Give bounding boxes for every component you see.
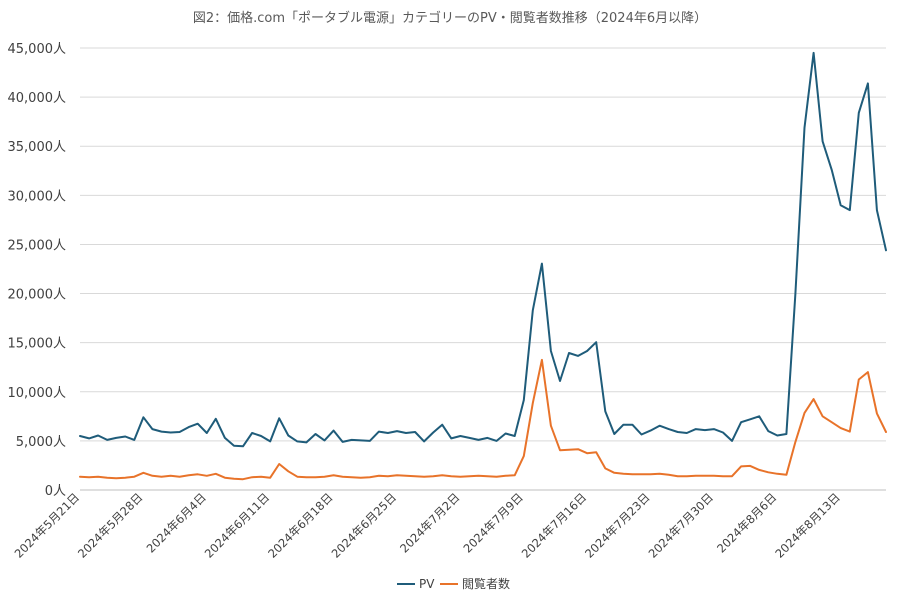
gridlines [80,47,886,491]
x-axis-ticks: 2024年5月21日2024年5月28日2024年6月4日2024年6月11日2… [12,490,843,561]
legend-label: PV [419,577,435,591]
x-tick-label: 2024年6月4日 [144,490,209,555]
y-tick-label: 30,000人 [8,189,67,204]
x-tick-label: 2024年7月16日 [519,490,590,561]
y-tick-label: 25,000人 [8,238,67,253]
y-tick-label: 10,000人 [8,386,67,401]
chart-title: 図2：価格.com「ポータブル電源」カテゴリーのPV・閲覧者数推移（2024年6… [193,10,707,26]
y-tick-label: 0人 [45,484,66,499]
x-tick-label: 2024年7月9日 [461,490,526,555]
x-tick-label: 2024年7月23日 [582,490,653,561]
series-lines [79,51,887,481]
x-tick-label: 2024年8月6日 [714,490,779,555]
y-tick-label: 20,000人 [8,288,67,303]
series-line-0 [79,51,887,448]
y-tick-label: 15,000人 [8,337,67,352]
x-tick-label: 2024年8月13日 [772,490,843,561]
x-tick-label: 2024年5月21日 [12,490,83,561]
y-tick-label: 5,000人 [16,435,66,450]
x-tick-label: 2024年6月11日 [202,490,273,561]
series-line-1 [79,358,887,481]
x-tick-label: 2024年7月30日 [646,490,717,561]
x-tick-label: 2024年7月2日 [397,490,462,555]
y-tick-label: 40,000人 [8,91,67,106]
y-axis-ticks: 0人 5,000人 10,000人 15,000人 20,000人 25,000人 30,0… [8,42,67,499]
y-tick-label: 35,000人 [8,140,67,155]
legend-label: 閲覧者数 [462,576,510,591]
x-tick-label: 2024年5月28日 [75,490,146,561]
y-tick-label: 45,000人 [8,42,67,57]
legend: PV 閲覧者数 [397,576,510,591]
x-tick-label: 2024年6月25日 [329,490,400,561]
x-tick-label: 2024年6月18日 [265,490,336,561]
